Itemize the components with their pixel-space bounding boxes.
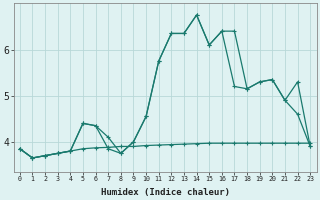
X-axis label: Humidex (Indice chaleur): Humidex (Indice chaleur) (100, 188, 229, 197)
